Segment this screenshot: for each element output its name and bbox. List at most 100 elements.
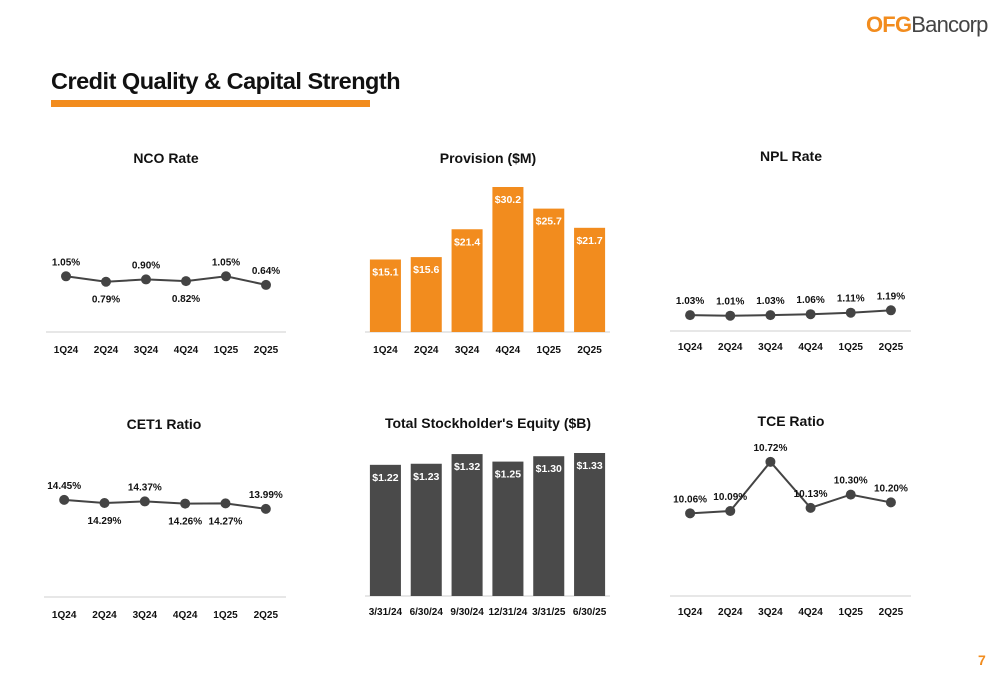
npl-tick-label: 1Q24 [678,342,703,353]
tce-tick-label: 1Q24 [678,607,703,618]
cet1-point [260,503,271,514]
provision-tick-label: 2Q25 [577,345,602,356]
nco-point [61,271,71,282]
equity-bar [533,456,565,596]
nco-point [101,276,111,287]
provision-bar-label: $15.1 [372,267,398,279]
provision-bar [410,257,442,332]
cet1-series-line [64,498,266,510]
nco-data-label: 0.82% [172,294,200,305]
tce-data-label: 10.72% [753,443,787,454]
tce-tick-label: 4Q24 [798,607,823,618]
equity-bar-label: $1.22 [372,472,398,484]
npl-data-label: 1.11% [837,294,865,305]
nco-point [221,271,231,282]
npl-data-label: 1.19% [877,291,905,302]
nco-series-line [65,275,267,286]
nco-tick-label: 2Q24 [94,345,119,356]
provision-chart: Provision ($M) 1Q24 2Q24 3Q24 4Q24 1Q25 2Q25 $1… [365,150,610,356]
tce-tick-label: 2Q24 [718,607,743,618]
cet1-data-label: 14.27% [209,516,243,527]
cet1-tick-label: 2Q24 [92,610,117,621]
nco-tick-label: 3Q24 [134,345,159,356]
npl-tick-label: 2Q25 [879,342,904,353]
nco-data-label: 0.90% [132,260,160,271]
nco-data-label: 0.64% [252,266,280,277]
provision-bar [369,259,401,332]
title-underline [51,100,370,107]
equity-bar [410,463,442,596]
nco-point [181,276,191,287]
tce-tick-label: 2Q25 [879,607,904,618]
nco-tick-label: 1Q25 [214,345,239,356]
cet1-chart-title: CET1 Ratio [127,416,202,432]
cet1-point [139,496,150,507]
logo-part-ofg: OFG [866,12,912,37]
cet1-tick-label: 4Q24 [173,610,198,621]
equity-bar [451,454,483,596]
cet1-data-label: 13.99% [249,490,283,501]
nco-data-label: 1.05% [52,257,80,268]
nco-chart-title: NCO Rate [133,150,199,166]
equity-tick-label: 12/31/24 [488,607,527,618]
cet1-data-label: 14.37% [128,482,162,493]
tce-data-label: 10.09% [713,492,747,503]
cet1-tick-label: 1Q25 [213,610,238,621]
provision-bar-label: $21.4 [454,236,480,248]
provision-tick-label: 3Q24 [455,345,480,356]
cet1-tick-label: 1Q24 [52,610,77,621]
nco-data-label: 1.05% [212,257,240,268]
tce-tick-label: 3Q24 [758,607,783,618]
tce-point [845,489,856,500]
cet1-point [99,497,110,508]
npl-tick-label: 3Q24 [758,342,783,353]
page-number: 7 [978,652,986,668]
ofg-bancorp-logo: OFGBancorp [866,12,988,38]
equity-bar-label: $1.23 [413,471,439,483]
tce-point [685,508,696,519]
npl-tick-label: 2Q24 [718,342,743,353]
equity-bar-label: $1.33 [576,460,602,472]
nco-tick-label: 1Q24 [54,345,79,356]
provision-tick-label: 1Q24 [373,345,398,356]
provision-bar-label: $15.6 [413,264,439,276]
provision-bar-label: $30.2 [495,194,521,206]
equity-bar-label: $1.32 [454,461,480,473]
provision-tick-label: 2Q24 [414,345,439,356]
npl-data-label: 1.06% [796,295,824,306]
npl-tick-label: 1Q25 [839,342,864,353]
npl-chart-title: NPL Rate [760,148,822,164]
tce-chart: TCE Ratio 1Q24 2Q24 3Q24 4Q24 1Q25 2Q25 10.06% 1… [670,413,911,618]
cet1-data-label: 14.45% [47,481,81,492]
nco-data-label: 0.79% [92,295,120,306]
tce-point [765,456,776,467]
provision-bar-label: $21.7 [576,235,602,247]
nco-chart: NCO Rate 1Q24 2Q24 3Q24 4Q24 1Q25 2Q25 1.05% 0.7… [46,150,286,356]
npl-series-line [690,309,891,317]
equity-tick-label: 6/30/25 [573,607,607,618]
equity-tick-label: 3/31/25 [532,607,566,618]
logo-part-bancorp: Bancorp [911,12,988,37]
equity-tick-label: 9/30/24 [450,607,484,618]
npl-data-label: 1.03% [676,296,704,307]
npl-chart: NPL Rate 1Q24 2Q24 3Q24 4Q24 1Q25 2Q25 1.03% 1.0… [670,148,911,353]
equity-chart-title: Total Stockholder's Equity ($B) [385,415,591,431]
provision-bar [574,227,606,332]
equity-bar-label: $1.30 [536,463,562,475]
tce-point [805,502,816,513]
tce-chart-title: TCE Ratio [758,413,825,429]
provision-tick-label: 4Q24 [496,345,521,356]
equity-bar [369,464,401,596]
npl-point [685,310,696,321]
provision-bar [492,187,524,332]
equity-chart: Total Stockholder's Equity ($B) 3/31/24 6/… [365,415,610,618]
tce-tick-label: 1Q25 [839,607,864,618]
equity-bar-label: $1.25 [495,469,521,481]
cet1-tick-label: 2Q25 [254,610,279,621]
npl-point [845,307,856,318]
tce-data-label: 10.30% [834,476,868,487]
tce-point [885,497,896,508]
nco-tick-label: 4Q24 [174,345,199,356]
tce-data-label: 10.13% [794,489,828,500]
